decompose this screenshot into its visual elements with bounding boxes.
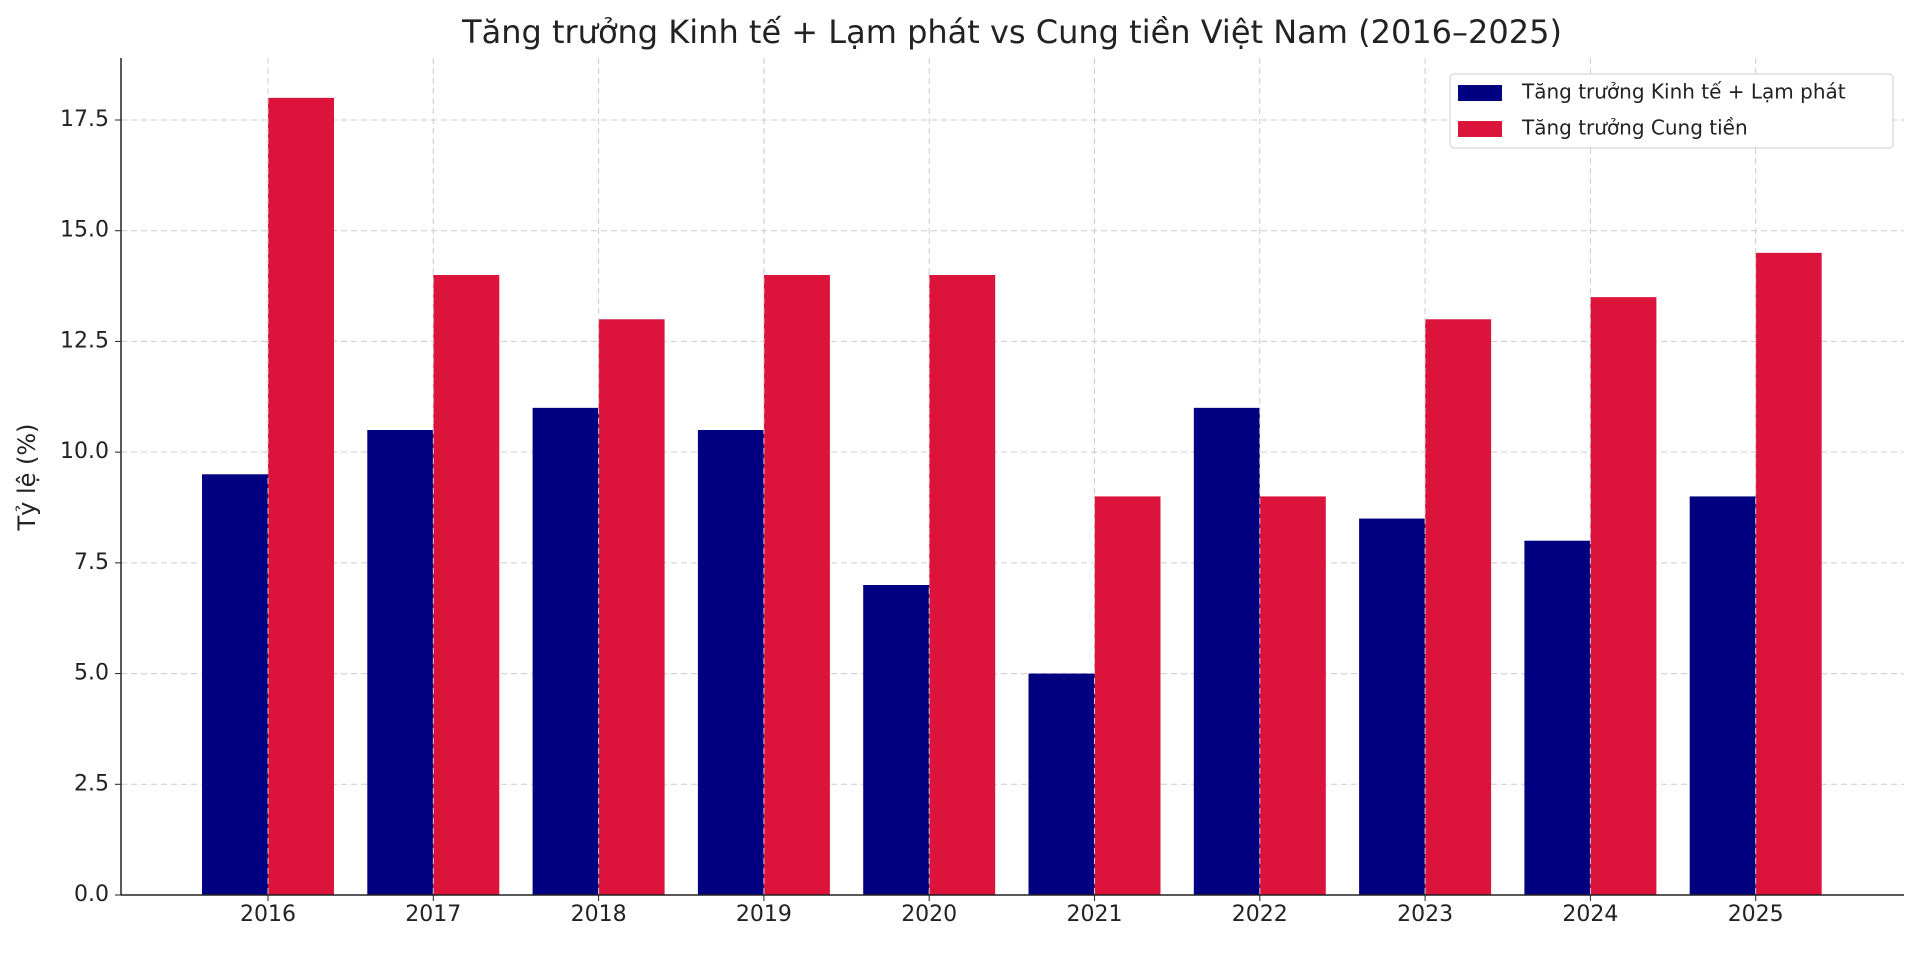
bar [1524, 540, 1591, 895]
legend-box [1449, 73, 1894, 149]
y-tick-label: 2.5 [74, 771, 109, 796]
bar [1755, 252, 1822, 895]
x-tick-label: 2024 [1562, 902, 1618, 927]
y-tick-label: 17.5 [60, 107, 109, 132]
x-tick-label: 2017 [405, 902, 461, 927]
y-tick-label: 10.0 [60, 439, 109, 464]
y-axis-label: Tỷ lệ (%) [13, 423, 41, 531]
legend-swatch [1458, 121, 1502, 137]
legend-label: Tăng trưởng Kinh tế + Lạm phát [1521, 80, 1846, 104]
bar [532, 407, 599, 895]
bar [1689, 496, 1756, 895]
x-tick-label: 2018 [571, 902, 627, 927]
bar [863, 585, 930, 895]
bar [1425, 319, 1492, 895]
bar [697, 430, 764, 895]
bar [1590, 297, 1657, 896]
legend-swatch [1458, 85, 1502, 101]
y-tick-label: 12.5 [60, 328, 109, 353]
legend-label: Tăng trưởng Cung tiền [1521, 116, 1748, 140]
y-tick-label: 0.0 [74, 882, 109, 907]
y-tick-label: 7.5 [74, 550, 109, 575]
bar [1193, 407, 1260, 895]
x-tick-label: 2022 [1232, 902, 1288, 927]
bar [763, 275, 830, 895]
bar [1028, 673, 1095, 895]
y-tick-label: 5.0 [74, 661, 109, 686]
bar [929, 275, 996, 895]
bar [1259, 496, 1326, 895]
legend: Tăng trưởng Kinh tế + Lạm phát Tăng trưởn… [1449, 73, 1894, 149]
x-tick-label: 2023 [1397, 902, 1453, 927]
bar [433, 275, 500, 895]
x-tick-label: 2019 [736, 902, 792, 927]
chart-title: Tăng trưởng Kinh tế + Lạm phát vs Cung t… [461, 13, 1562, 51]
x-tick-label: 2021 [1067, 902, 1123, 927]
bar [598, 319, 665, 895]
x-tick-label: 2016 [240, 902, 296, 927]
bar [202, 474, 268, 895]
x-tick-label: 2020 [901, 902, 957, 927]
bar [1094, 496, 1161, 895]
bar [268, 97, 334, 896]
y-tick-label: 15.0 [60, 218, 109, 243]
x-tick-label: 2025 [1728, 902, 1784, 927]
bar [367, 430, 434, 895]
bar [1359, 518, 1426, 895]
